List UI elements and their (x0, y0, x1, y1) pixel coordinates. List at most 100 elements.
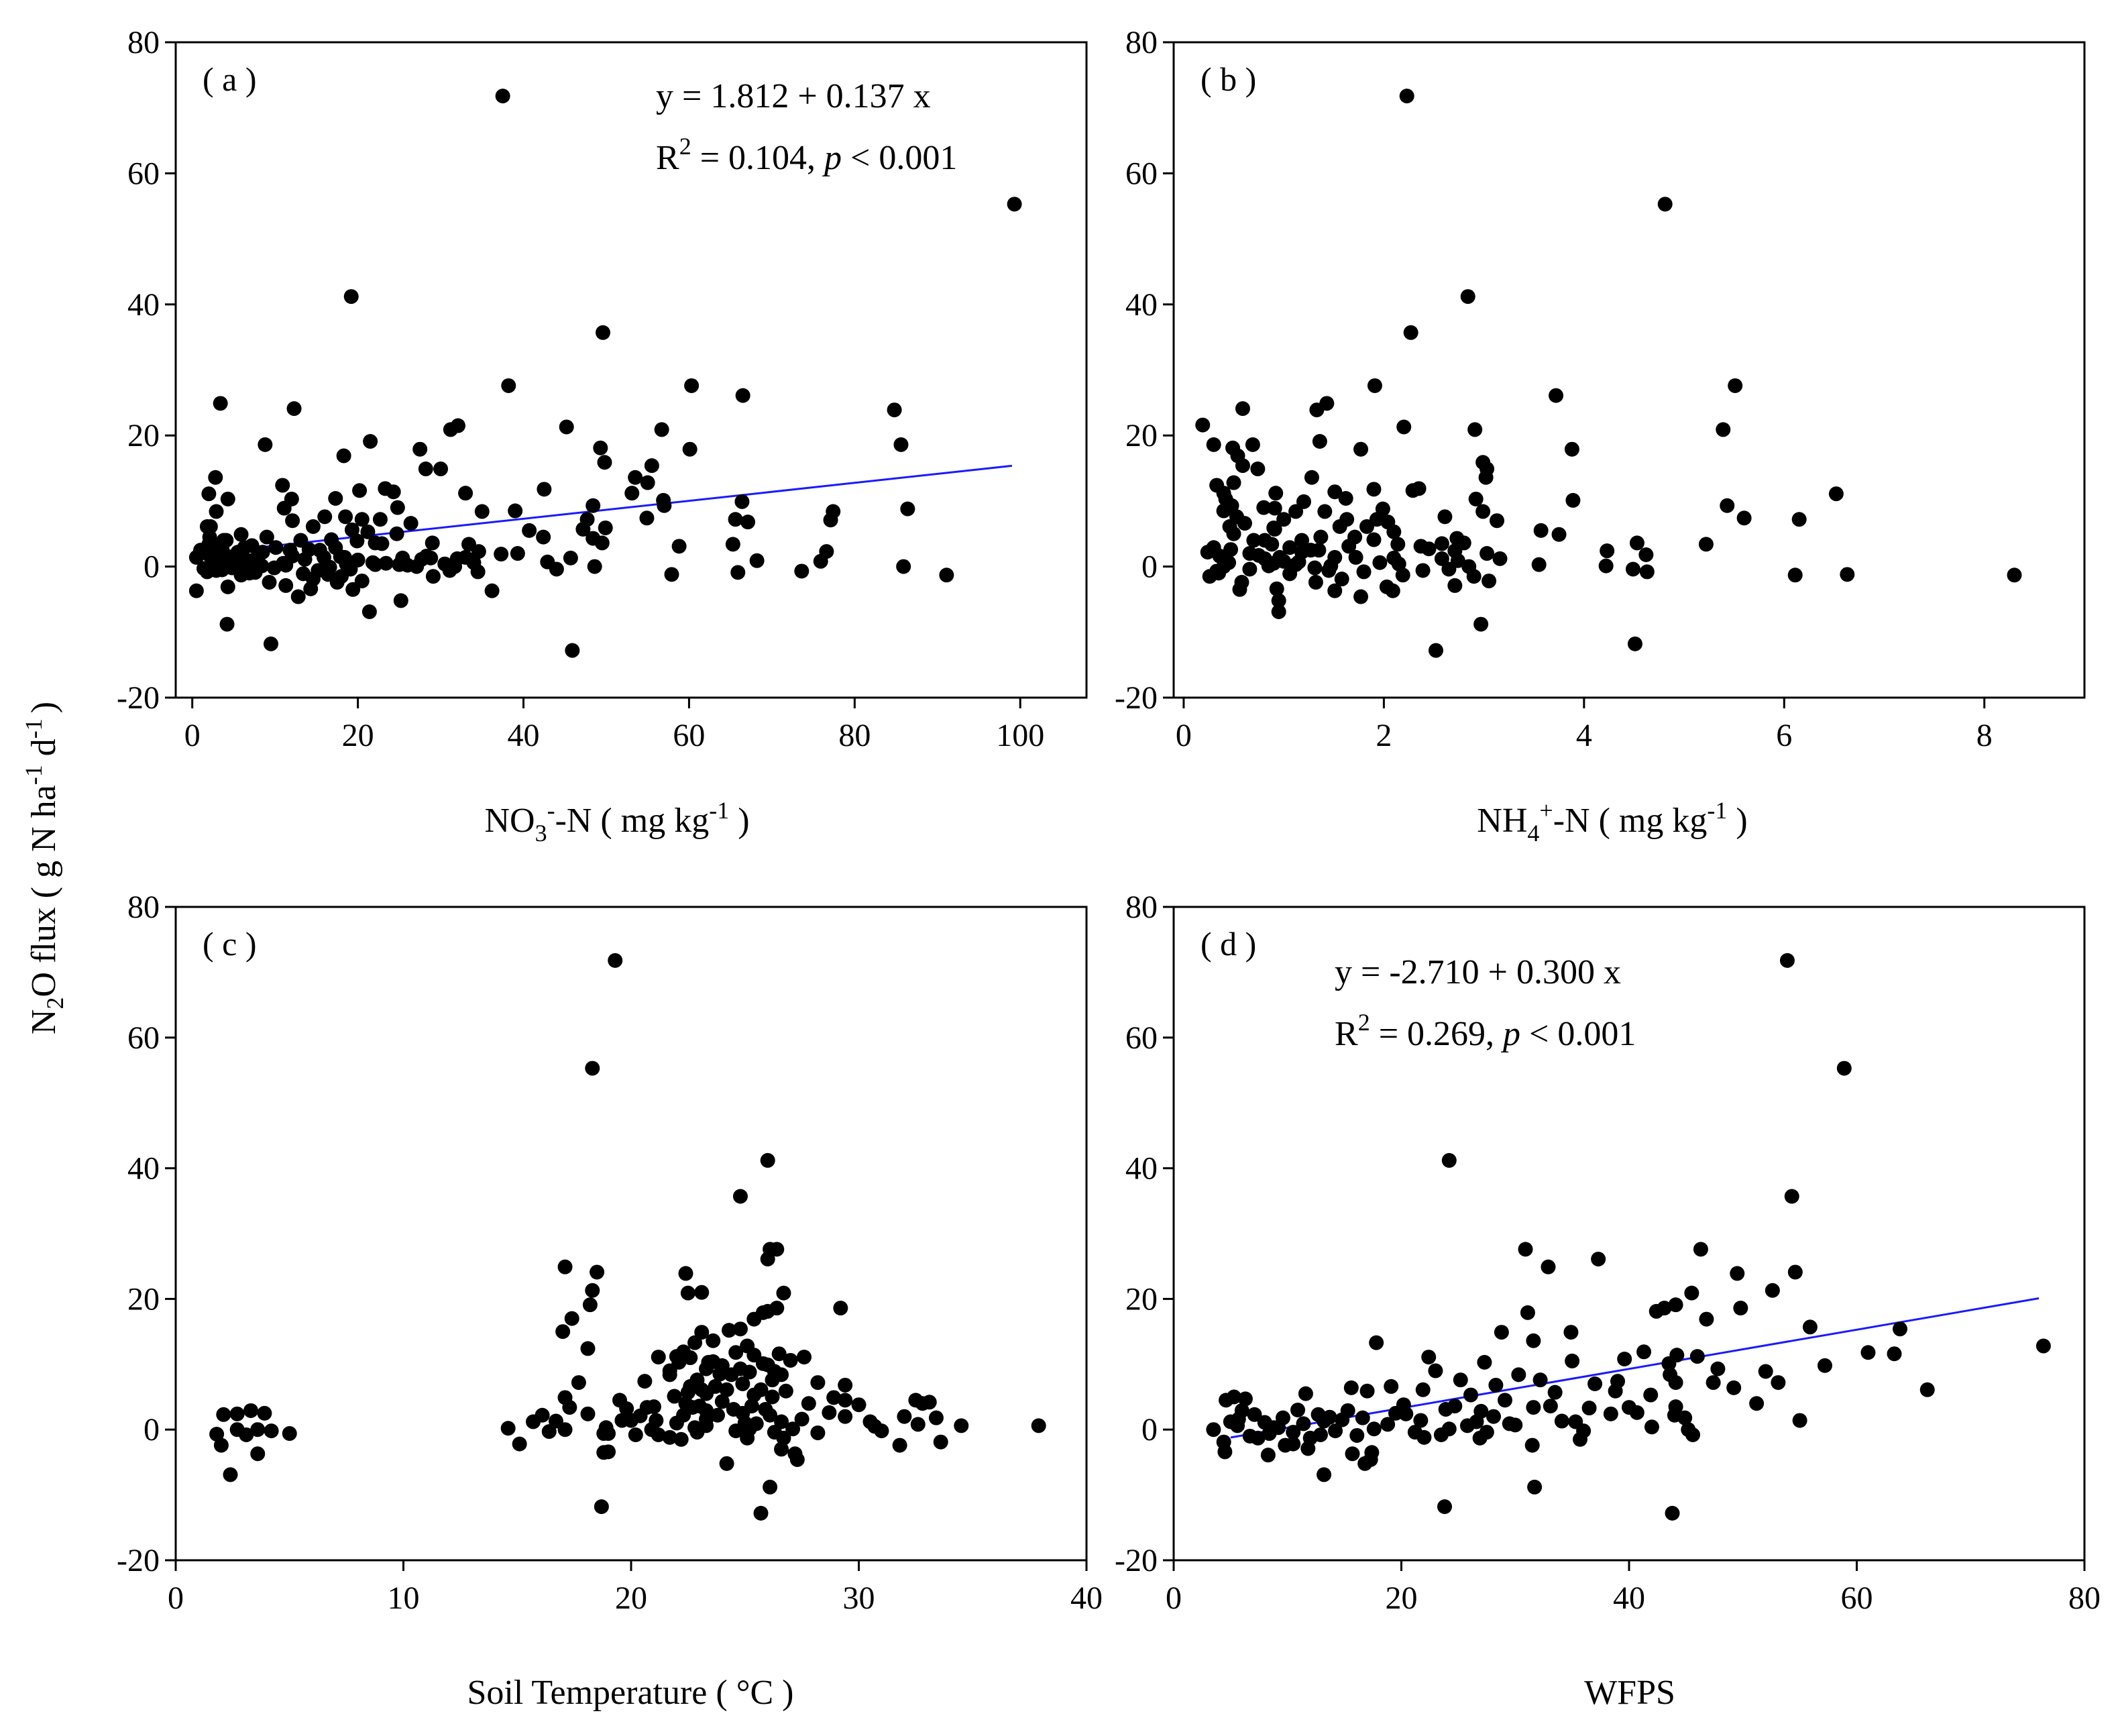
data-point (1475, 504, 1491, 519)
data-point (732, 1321, 748, 1337)
data-point (1511, 1367, 1526, 1382)
data-point (510, 546, 525, 561)
x-axis-label: WFPS (1584, 1674, 1675, 1712)
data-point (1385, 583, 1400, 598)
data-point (908, 1393, 924, 1408)
data-point (244, 538, 260, 553)
panel-a-nitrate: -20 0 20 40 60 80 0 20 40 60 80 100 ( a ) NO3--N ( mg… (117, 25, 1088, 847)
data-point (785, 1421, 801, 1437)
data-point (1313, 529, 1329, 545)
data-point (580, 1406, 596, 1421)
data-point (223, 1467, 238, 1482)
data-point (365, 555, 380, 570)
data-point (1549, 388, 1564, 403)
data-point (657, 498, 672, 513)
data-point (363, 433, 378, 449)
data-point (1477, 1354, 1492, 1370)
data-point (823, 512, 838, 528)
panel-label: ( b ) (1200, 60, 1256, 98)
data-point (580, 1341, 596, 1356)
data-point (1728, 378, 1743, 393)
x-tick-label: 0 (1166, 1580, 1182, 1616)
data-point (838, 1393, 853, 1408)
data-point (1600, 543, 1615, 559)
data-point (838, 1409, 853, 1424)
data-point (1576, 1423, 1592, 1439)
plot-frame (1172, 906, 2086, 1562)
data-point (1421, 541, 1437, 557)
x-tick-label: 40 (1613, 1580, 1645, 1616)
data-point (1359, 1383, 1375, 1399)
data-point (776, 1285, 791, 1301)
data-point (311, 563, 326, 578)
plot-frame (174, 41, 1088, 699)
data-point (644, 458, 659, 474)
data-point (1520, 1305, 1535, 1320)
data-point (1322, 1409, 1337, 1425)
data-point (1541, 1259, 1556, 1274)
data-point (549, 561, 564, 577)
y-tick-label: 20 (127, 1281, 160, 1317)
data-point (239, 1427, 254, 1442)
xlabel-base: NH (1477, 802, 1527, 840)
data-point (2007, 567, 2022, 583)
data-point (810, 1425, 826, 1441)
xlabel-rest: -N ( mg kg (1553, 802, 1708, 840)
data-point (1327, 484, 1343, 500)
data-point (654, 422, 669, 437)
data-point (735, 388, 750, 403)
data-point (263, 636, 278, 651)
data-point (1893, 1321, 1908, 1337)
data-point (1438, 1402, 1453, 1417)
data-point (1657, 197, 1673, 212)
x-tick-label: 30 (843, 1580, 875, 1616)
data-point (1294, 533, 1310, 548)
p-value: < 0.001 (1520, 1015, 1636, 1053)
data-point (1828, 486, 1844, 502)
data-point (1598, 558, 1614, 574)
data-point (680, 1385, 695, 1400)
data-point (386, 484, 401, 500)
data-point (1219, 1393, 1234, 1408)
data-point (1543, 1399, 1558, 1414)
y-tick-label: 20 (1125, 418, 1158, 453)
data-point (1603, 1406, 1618, 1421)
y-tick-label: 40 (127, 287, 160, 323)
y-tick-label: 40 (1125, 1151, 1158, 1187)
data-point (1887, 1346, 1902, 1362)
data-point (219, 616, 235, 632)
data-point (230, 545, 245, 560)
data-point (349, 533, 365, 549)
data-point (1497, 1393, 1512, 1408)
data-point (765, 1389, 780, 1405)
x-tick-label: 80 (838, 718, 871, 753)
x-tick-label: 20 (342, 718, 374, 753)
data-point (1276, 512, 1292, 527)
data-point (1840, 567, 1855, 582)
data-point (425, 535, 440, 551)
data-point (1308, 575, 1323, 590)
ylabel-superscript-2: -1 (20, 718, 47, 739)
data-point (1300, 1441, 1316, 1456)
x-tick-label: 20 (615, 1580, 647, 1616)
data-point (1492, 551, 1508, 566)
data-point (1278, 1437, 1293, 1453)
data-point (1547, 1385, 1563, 1400)
data-point (1531, 557, 1547, 572)
data-point (211, 539, 227, 555)
data-point (1467, 422, 1483, 437)
x-tick-label: 10 (388, 1580, 420, 1616)
r-squared-text: R2 = 0.104, p < 0.001 (656, 133, 957, 177)
data-point (1338, 490, 1353, 506)
data-point (2035, 1338, 2051, 1354)
data-point (651, 1427, 666, 1442)
data-point (728, 1423, 744, 1439)
data-point (749, 553, 765, 568)
data-point (774, 1414, 789, 1429)
data-point (714, 1394, 730, 1409)
data-point (1235, 401, 1250, 417)
data-point (608, 953, 623, 968)
data-point (1353, 589, 1369, 604)
data-point (209, 1427, 225, 1442)
data-point (740, 1430, 755, 1446)
